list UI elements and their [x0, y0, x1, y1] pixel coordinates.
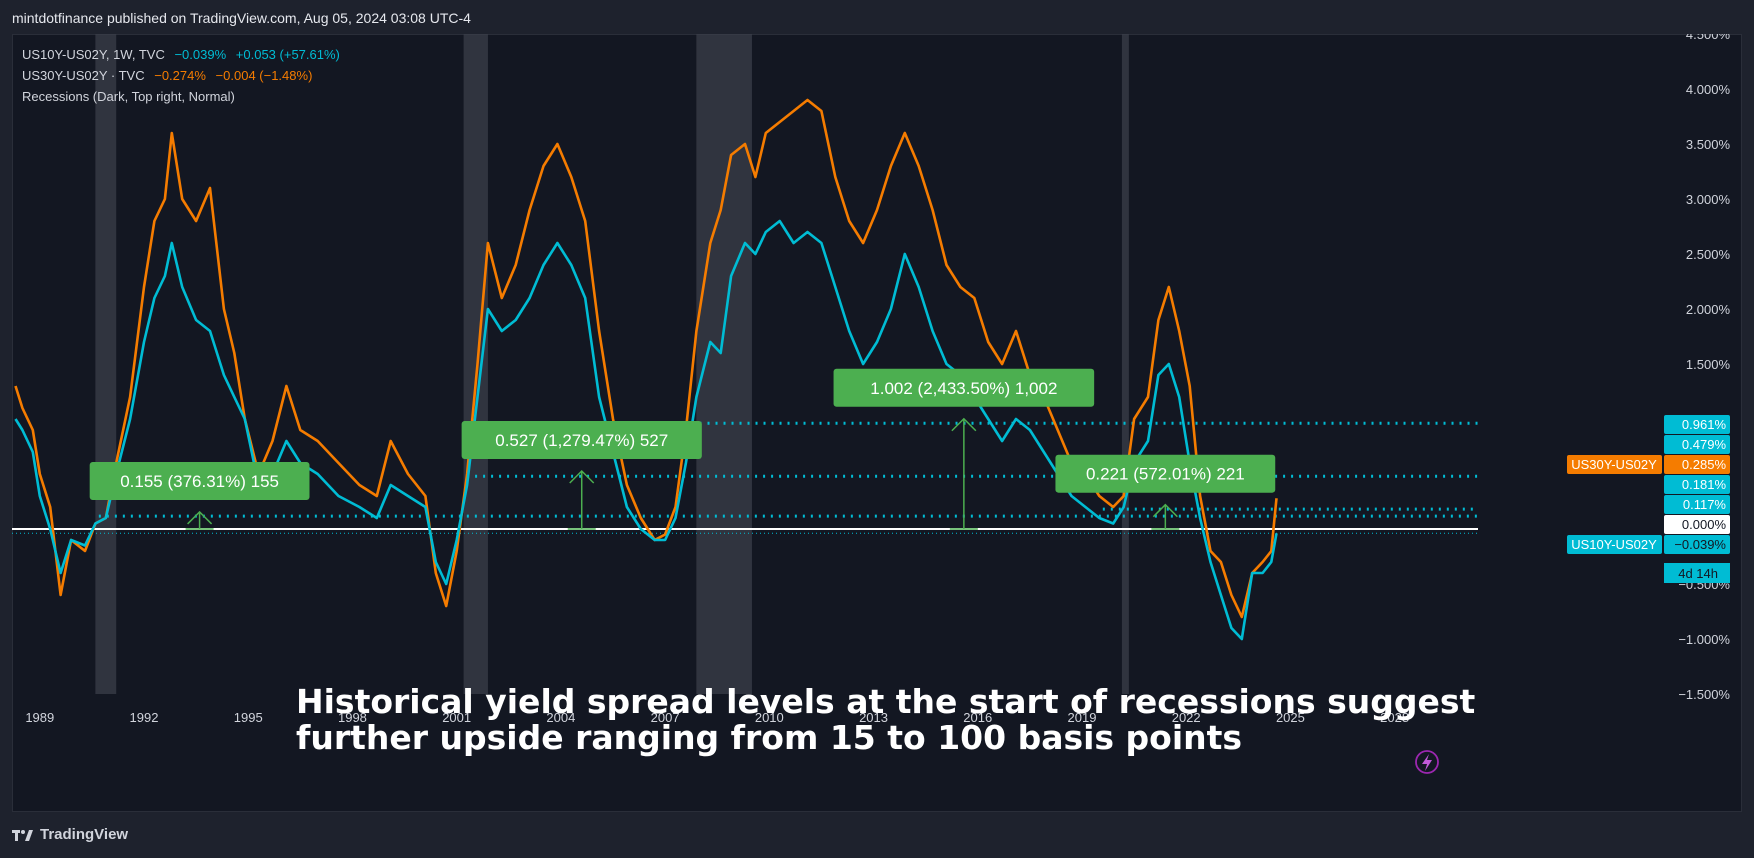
price-label-1: 0.479% — [1664, 435, 1730, 454]
annotation-0: 0.155 (376.31%) 155 — [89, 461, 310, 530]
legend-last-us30: −0.274% — [154, 68, 206, 83]
countdown-label: 4d 14h — [1664, 563, 1730, 583]
x-tick-label-2001: 2001 — [442, 710, 471, 725]
price-label-6: −0.039% — [1664, 535, 1730, 554]
price-label-bg-3 — [1664, 475, 1730, 494]
price-label-text-4: 0.117% — [1683, 497, 1727, 512]
annotation-label-2: 1.002 (2,433.50%) 1,002 — [870, 379, 1057, 398]
price-label-text-6: −0.039% — [1674, 537, 1726, 552]
x-tick-label-2025: 2025 — [1276, 710, 1305, 725]
annotation-3: 0.221 (572.01%) 221 — [1055, 454, 1276, 530]
x-tick-label-2016: 2016 — [963, 710, 992, 725]
recession-band-3 — [1121, 34, 1129, 694]
series-tag-bg-0 — [1567, 455, 1662, 474]
y-tick-label-neg1.000pct: −1.000% — [1678, 632, 1730, 647]
x-tick-label-2019: 2019 — [1068, 710, 1097, 725]
x-tick-label-2013: 2013 — [859, 710, 888, 725]
legend-last-us10: −0.039% — [174, 47, 227, 62]
price-label-bg-1 — [1664, 435, 1730, 454]
publisher-line: mintdotfinance published on TradingView.… — [12, 10, 471, 26]
price-label-text-5: 0.000% — [1682, 517, 1727, 532]
y-tick-label-4.000pct: 4.000% — [1686, 82, 1731, 97]
annotation-box-0 — [89, 461, 310, 500]
x-tick-label-1998: 1998 — [338, 710, 367, 725]
x-tick-label-2004: 2004 — [546, 710, 575, 725]
y-tick-label-4.500pct: 4.500% — [1686, 34, 1731, 42]
price-label-text-3: 0.181% — [1682, 477, 1727, 492]
lightning-icon-ring — [1415, 750, 1439, 774]
lightning-icon[interactable] — [1415, 750, 1439, 774]
price-label-text-0: 0.961% — [1682, 417, 1727, 432]
overlay-caption: Historical yield spread levels at the st… — [296, 684, 1475, 756]
price-label-4: 0.117% — [1664, 495, 1730, 514]
legend-row-recessions[interactable]: Recessions (Dark, Top right, Normal) — [22, 86, 346, 107]
y-tick-label-1.500pct: 1.500% — [1686, 357, 1731, 372]
x-tick-label-1995: 1995 — [234, 710, 263, 725]
price-label-bg-0 — [1664, 415, 1730, 434]
recession-band-1 — [463, 34, 488, 694]
overlay-caption-line2: further upside ranging from 15 to 100 ba… — [296, 718, 1243, 757]
y-tick-label-neg1.500pct: −1.500% — [1678, 687, 1730, 702]
chart-legend: US10Y-US02Y, 1W, TVC −0.039% +0.053 (+57… — [22, 44, 346, 107]
series-tag-1: US10Y-US02Y — [1567, 535, 1662, 554]
annotation-label-0: 0.155 (376.31%) 155 — [120, 472, 279, 491]
yield-spread-chart[interactable]: 0.155 (376.31%) 155 0.527 (1,279.47%) 527… — [12, 34, 1742, 812]
annotation-1: 0.527 (1,279.47%) 527 — [461, 421, 702, 530]
annotation-2: 1.002 (2,433.50%) 1,002 — [833, 368, 1095, 530]
x-tick-label-2028: 2028 — [1380, 710, 1409, 725]
y-tick-label-2.500pct: 2.500% — [1686, 247, 1731, 262]
legend-row-us30[interactable]: US30Y-US02Y · TVC −0.274% −0.004 (−1.48%… — [22, 65, 346, 86]
x-tick-label-2010: 2010 — [755, 710, 784, 725]
legend-recessions: Recessions (Dark, Top right, Normal) — [22, 89, 235, 104]
x-tick-label-2007: 2007 — [651, 710, 680, 725]
price-label-bg-5 — [1664, 515, 1730, 534]
price-label-bg-2 — [1664, 455, 1730, 474]
y-tick-label-3.500pct: 3.500% — [1686, 137, 1731, 152]
annotation-box-2 — [833, 368, 1095, 407]
price-label-text-1: 0.479% — [1682, 437, 1727, 452]
annotation-box-3 — [1055, 454, 1276, 493]
series-tag-text-0: US30Y-US02Y — [1571, 457, 1657, 472]
series-line-us30y-us02y — [14, 98, 1278, 619]
series-line-us10y-us02y — [14, 219, 1278, 641]
series-tag-bg-1 — [1567, 535, 1662, 554]
annotation-arrow-3 — [1152, 503, 1178, 518]
legend-change-us30: −0.004 (−1.48%) — [215, 68, 313, 83]
annotation-box-1 — [461, 421, 702, 460]
overlay-caption-line1: Historical yield spread levels at the st… — [296, 682, 1476, 721]
x-tick-label-1989: 1989 — [25, 710, 54, 725]
footer[interactable]: TradingView — [12, 826, 128, 843]
lightning-icon-bolt — [1422, 754, 1432, 771]
price-label-5: 0.000% — [1664, 515, 1730, 534]
series-tag-0: US30Y-US02Y — [1567, 455, 1662, 474]
legend-row-us10[interactable]: US10Y-US02Y, 1W, TVC −0.039% +0.053 (+57… — [22, 44, 346, 65]
footer-brand: TradingView — [40, 826, 129, 843]
price-label-2: 0.285% — [1664, 455, 1730, 474]
series-tag-text-1: US10Y-US02Y — [1571, 537, 1657, 552]
annotation-arrow-2 — [951, 417, 977, 432]
recession-band-0 — [95, 34, 117, 694]
annotation-arrow-1 — [569, 469, 595, 484]
legend-change-us10: +0.053 (+57.61%) — [235, 47, 340, 62]
annotation-label-3: 0.221 (572.01%) 221 — [1086, 465, 1245, 484]
annotation-label-1: 0.527 (1,279.47%) 527 — [495, 431, 668, 450]
y-tick-label-3.000pct: 3.000% — [1686, 192, 1731, 207]
x-tick-label-1992: 1992 — [130, 710, 159, 725]
price-label-3: 0.181% — [1664, 475, 1730, 494]
annotation-arrow-0 — [187, 510, 213, 525]
tradingview-logo-icon — [12, 829, 33, 841]
countdown-text: 4d 14h — [1678, 566, 1718, 581]
price-label-bg-4 — [1664, 495, 1730, 514]
price-label-bg-6 — [1664, 535, 1730, 554]
legend-symbol-us10: US10Y-US02Y, 1W, TVC — [22, 47, 165, 62]
price-label-text-2: 0.285% — [1682, 457, 1727, 472]
price-label-0: 0.961% — [1664, 415, 1730, 434]
x-tick-label-2022: 2022 — [1172, 710, 1201, 725]
countdown-bg — [1664, 563, 1730, 583]
y-tick-label-2.000pct: 2.000% — [1686, 302, 1731, 317]
legend-symbol-us30: US30Y-US02Y · TVC — [22, 68, 145, 83]
